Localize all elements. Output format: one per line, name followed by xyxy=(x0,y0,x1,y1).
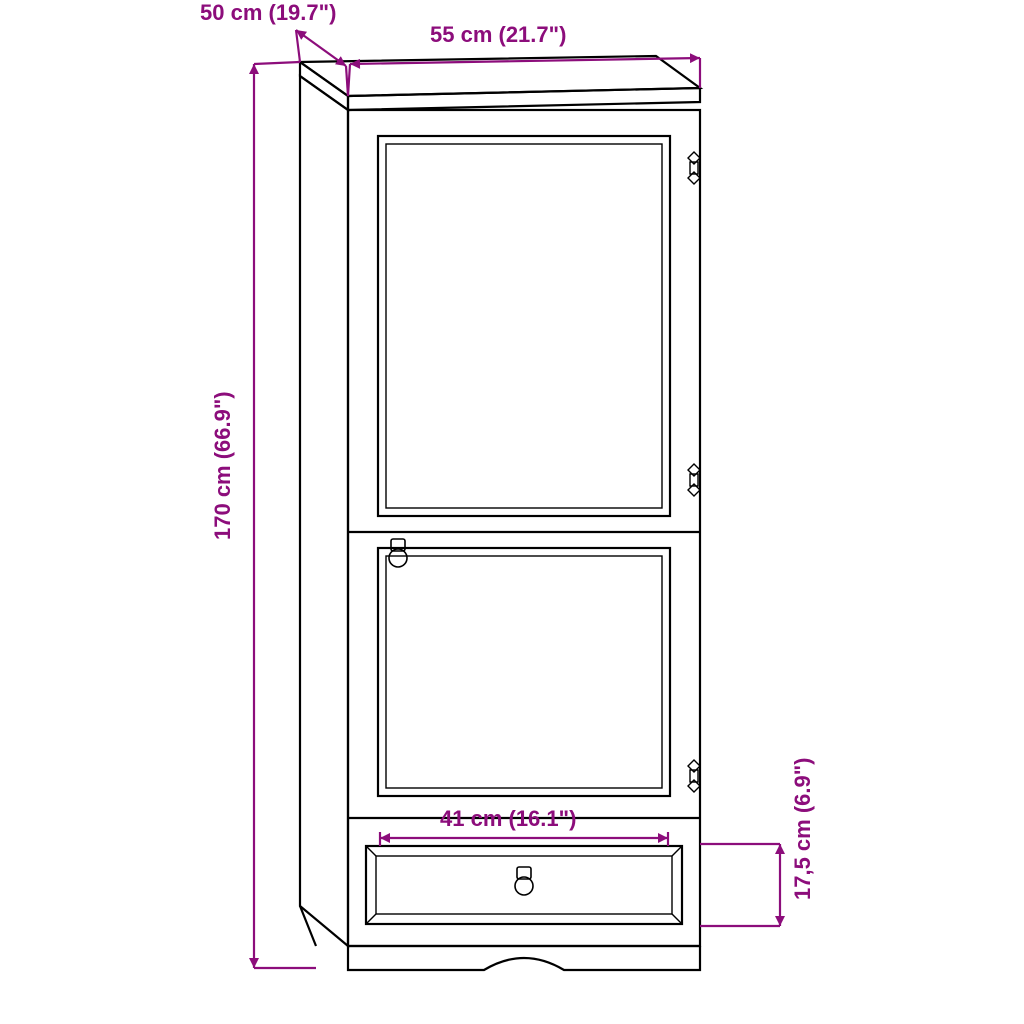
dimensions: 50 cm (19.7") 55 cm (21.7") 170 cm (66.9")… xyxy=(200,0,815,968)
drawer-width: 41 cm (16.1") xyxy=(380,806,668,846)
hinge-icon xyxy=(688,152,700,184)
drawer-handle-icon xyxy=(515,867,533,895)
door-handle-icon xyxy=(389,539,407,567)
depth-label: 50 cm (19.7") xyxy=(200,0,336,25)
hinge-icon xyxy=(688,760,700,792)
wardrobe-outline xyxy=(300,56,700,970)
drawer-height: 17,5 cm (6.9") xyxy=(700,757,815,926)
drawer-width-label: 41 cm (16.1") xyxy=(440,806,576,831)
width-label: 55 cm (21.7") xyxy=(430,22,566,47)
drawer-height-label: 17,5 cm (6.9") xyxy=(790,757,815,900)
dimension-diagram: 50 cm (19.7") 55 cm (21.7") 170 cm (66.9")… xyxy=(0,0,1024,1024)
hinge-icon xyxy=(688,464,700,496)
height-label: 170 cm (66.9") xyxy=(210,391,235,540)
